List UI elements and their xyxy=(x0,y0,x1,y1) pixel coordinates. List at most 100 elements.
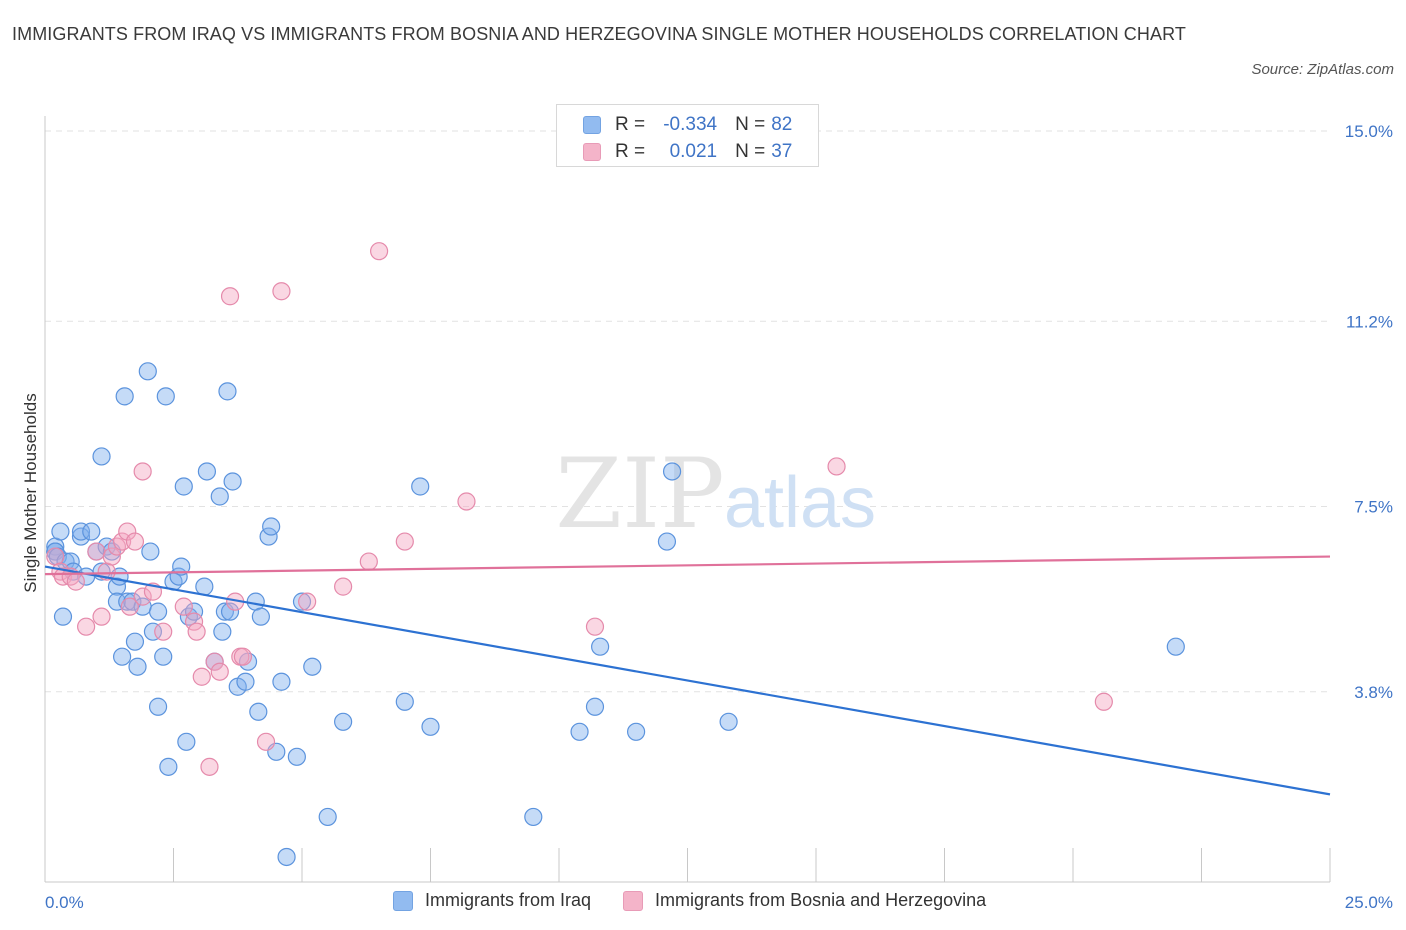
point-iraq xyxy=(251,607,270,626)
point-iraq xyxy=(272,672,291,691)
point-iraq xyxy=(570,722,589,741)
point-bosnia xyxy=(233,647,252,666)
point-bosnia xyxy=(112,532,132,551)
watermark-zip: ZIP xyxy=(555,438,724,550)
point-iraq xyxy=(421,717,440,736)
point-bosnia xyxy=(120,597,139,616)
point-iraq xyxy=(262,517,281,536)
r-value-iraq: -0.334 xyxy=(663,114,718,135)
legend-swatch-bosnia xyxy=(623,890,644,911)
point-iraq xyxy=(719,712,738,731)
stats-legend: R = -0.334 N = 82 R = 0.021 N = 37 xyxy=(556,104,819,167)
point-bosnia xyxy=(370,242,389,261)
point-iraq xyxy=(71,527,91,546)
point-iraq xyxy=(141,542,160,561)
point-iraq xyxy=(51,522,70,541)
n-value-iraq: 82 xyxy=(771,114,793,135)
axis-labels: 3.8% 7.5% 11.2% 15.0% 0.0% 25.0% xyxy=(45,122,1393,912)
point-iraq xyxy=(591,637,610,656)
point-iraq xyxy=(210,487,229,506)
point-iraq xyxy=(218,382,237,401)
watermark-atlas: atlas xyxy=(724,463,876,543)
point-iraq xyxy=(115,387,134,406)
n-label: N = xyxy=(735,114,766,135)
point-bosnia xyxy=(46,547,65,566)
point-iraq xyxy=(82,522,101,541)
legend-row-iraq: R = -0.334 N = 82 xyxy=(583,113,792,137)
point-bosnia xyxy=(827,457,846,476)
point-bosnia xyxy=(174,597,193,616)
point-iraq xyxy=(1166,637,1185,656)
point-bosnia xyxy=(92,607,111,626)
point-iraq xyxy=(524,807,543,827)
point-iraq xyxy=(177,732,196,751)
point-iraq xyxy=(287,747,306,766)
point-bosnia xyxy=(118,522,137,541)
point-bosnia xyxy=(220,287,240,306)
legend-label-iraq: Immigrants from Iraq xyxy=(425,890,592,910)
point-iraq xyxy=(154,647,173,666)
point-bosnia xyxy=(192,667,211,686)
point-iraq xyxy=(334,712,353,731)
point-iraq xyxy=(662,462,682,481)
point-iraq xyxy=(179,607,199,626)
r-label: R = xyxy=(615,114,646,135)
point-bosnia xyxy=(77,617,96,636)
point-bosnia xyxy=(133,462,152,481)
axes xyxy=(44,116,1331,883)
grid-lines xyxy=(45,130,1330,693)
legend-row-bosnia: R = 0.021 N = 37 xyxy=(583,140,792,164)
point-iraq xyxy=(585,697,605,716)
point-iraq xyxy=(92,447,111,466)
point-bosnia xyxy=(585,617,605,636)
point-iraq xyxy=(128,657,147,676)
legend-swatch-iraq xyxy=(583,116,601,134)
point-iraq xyxy=(195,577,214,596)
point-iraq xyxy=(159,757,178,776)
point-iraq xyxy=(303,657,322,676)
point-bosnia xyxy=(457,492,476,511)
point-iraq xyxy=(148,602,168,621)
point-iraq xyxy=(249,702,268,721)
x-tick-label-max: 25.0% xyxy=(1345,893,1393,912)
data-points xyxy=(46,242,1185,867)
point-bosnia xyxy=(187,622,206,641)
legend-item-bosnia[interactable]: Immigrants from Bosnia and Herzegovina xyxy=(623,890,986,911)
legend-label-bosnia: Immigrants from Bosnia and Herzegovina xyxy=(655,890,987,910)
point-iraq xyxy=(138,362,157,381)
point-iraq xyxy=(246,592,265,611)
point-bosnia xyxy=(272,282,291,301)
point-bosnia xyxy=(256,732,276,751)
point-iraq xyxy=(236,672,255,691)
point-bosnia xyxy=(200,757,219,776)
point-bosnia xyxy=(1094,692,1113,711)
point-iraq xyxy=(657,532,677,551)
point-bosnia xyxy=(334,577,353,596)
r-value-bosnia: 0.021 xyxy=(669,141,718,162)
y-tick-label: 7.5% xyxy=(1354,498,1393,517)
point-iraq xyxy=(143,622,163,641)
source-label: Source: ZipAtlas.com xyxy=(1251,61,1394,78)
point-bosnia xyxy=(107,537,127,556)
legend-swatch-bosnia xyxy=(583,143,601,161)
point-iraq xyxy=(220,602,240,621)
x-tick-label-min: 0.0% xyxy=(45,893,84,912)
point-iraq xyxy=(395,692,414,711)
n-value-bosnia: 37 xyxy=(771,141,793,162)
point-iraq xyxy=(125,632,145,651)
point-bosnia xyxy=(210,662,229,681)
legend-swatch-iraq xyxy=(393,890,413,911)
point-bosnia xyxy=(298,592,317,611)
y-tick-label: 3.8% xyxy=(1354,683,1393,702)
point-iraq xyxy=(318,807,337,827)
point-bosnia xyxy=(205,652,224,671)
point-bosnia xyxy=(87,542,106,561)
trend-line-iraq xyxy=(44,565,1331,796)
point-iraq xyxy=(148,697,168,716)
y-axis-title: Single Mother Households xyxy=(21,393,40,592)
r-label: R = xyxy=(615,141,646,162)
trend-line-bosnia xyxy=(44,555,1331,576)
n-label: N = xyxy=(735,141,766,162)
legend-item-iraq[interactable]: Immigrants from Iraq xyxy=(393,890,591,911)
point-iraq xyxy=(123,592,142,611)
